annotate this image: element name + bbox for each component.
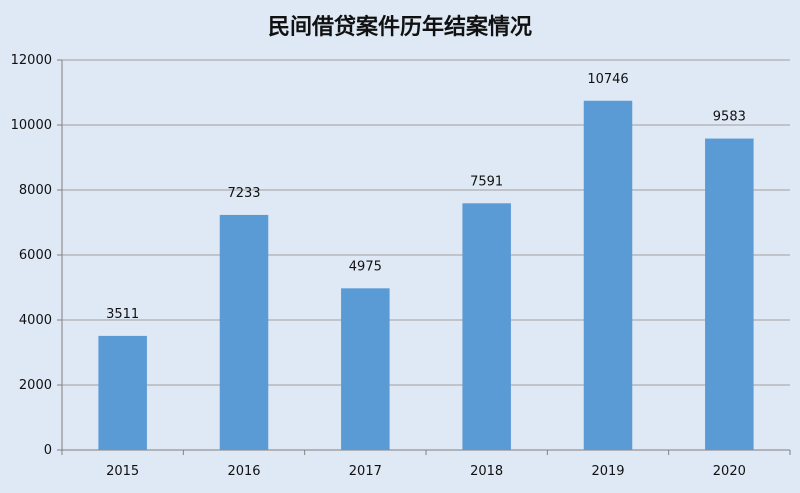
bar-2015: [98, 335, 147, 450]
y-tick-label: 10000: [11, 118, 52, 133]
data-label-2019: 10746: [587, 72, 628, 87]
data-label-2018: 7591: [470, 174, 503, 189]
x-tick-label-2020: 2020: [713, 464, 746, 479]
gridlines: [62, 59, 790, 386]
x-tick-label-2016: 2016: [227, 464, 260, 479]
x-tick-label-2019: 2019: [591, 464, 624, 479]
data-label-2015: 3511: [106, 307, 139, 322]
bar-2019: [583, 100, 633, 450]
data-label-2020: 9583: [713, 110, 746, 125]
y-tick-label: 4000: [19, 313, 52, 328]
y-tick-label: 12000: [11, 53, 52, 68]
bar-2017: [341, 288, 390, 450]
x-tick-label-2017: 2017: [349, 464, 382, 479]
tick-labels: 0 2000 4000 6000 8000 10000 12000 2015 2016 2017 2…: [11, 53, 746, 479]
data-label-2016: 7233: [227, 186, 260, 201]
y-tick-label: 0: [44, 443, 52, 458]
data-label-2017: 4975: [349, 259, 382, 274]
x-tick-label-2015: 2015: [106, 464, 139, 479]
x-tick-label-2018: 2018: [470, 464, 503, 479]
axes: [57, 59, 791, 455]
y-tick-label: 6000: [19, 248, 52, 263]
bar-2020: [705, 138, 754, 451]
chart-title: 民间借贷案件历年结案情况: [268, 14, 532, 40]
bar-2016: [219, 214, 269, 450]
y-tick-label: 8000: [19, 183, 52, 198]
y-tick-label: 2000: [19, 378, 52, 393]
data-labels: 3511 7233 4975 7591 10746 9583: [106, 72, 746, 322]
bar-2018: [462, 203, 511, 450]
bars: [98, 100, 754, 451]
